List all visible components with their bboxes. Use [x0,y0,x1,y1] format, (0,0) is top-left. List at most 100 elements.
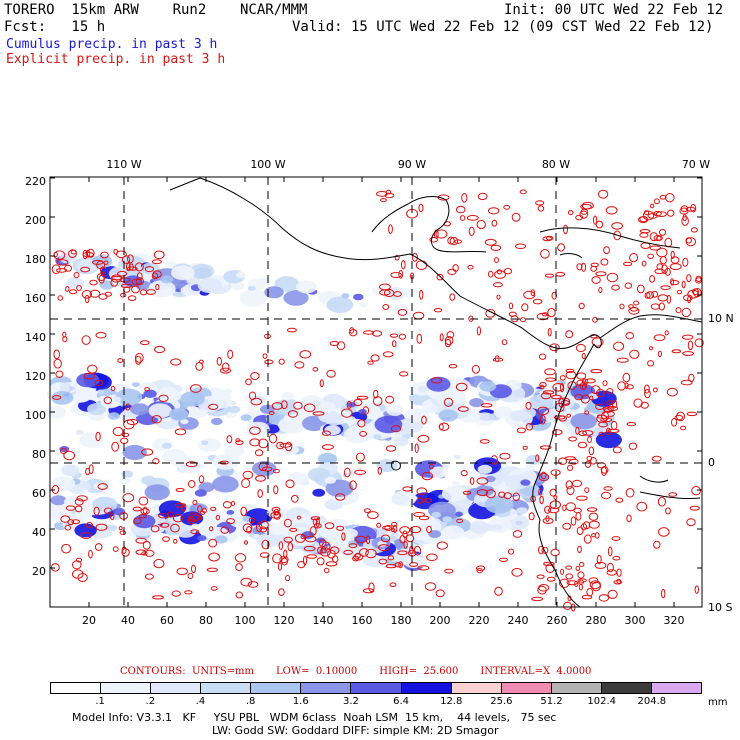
contour-ring [409,562,419,567]
contour-ring [118,526,123,531]
contour-ring [565,565,573,570]
coastlines [169,177,703,608]
x-tick-label: 220 [468,614,490,627]
contour-ring [419,289,424,300]
contour-ring [387,555,395,561]
contour-ring [89,289,101,298]
precip-cell [194,489,207,497]
contour-ring [540,392,552,400]
contour-ring [87,364,98,374]
contour-ring [210,506,217,512]
contour-ring [121,283,133,288]
contour-ring [629,253,639,263]
contour-ring [606,562,614,573]
contour-ring [250,372,260,380]
contour-ring [272,553,283,564]
contour-ring [512,492,520,502]
contour-ring [303,403,316,413]
contour-ring [613,580,623,585]
precip-cell [570,412,597,430]
contour-ring [435,589,445,598]
contour-ring [578,302,585,310]
contour-ring [653,198,660,205]
contour-ring [125,403,131,411]
contour-ring [575,512,582,521]
contour-ring [476,489,488,497]
contour-ring [558,397,571,406]
contour-ring [573,507,582,514]
contour-ring [399,535,406,544]
contour-ring [532,298,543,305]
contour-ring [531,596,544,602]
precip-cell [237,529,250,538]
contour-ring [332,555,339,563]
contour-ring [235,438,241,443]
contour-ring [547,308,556,318]
contour-ring [565,330,574,339]
contour-ring [664,237,673,248]
contour-ring [336,525,345,531]
contour-ring [664,267,671,276]
contour-ring [80,266,90,273]
legend-label: 204.8 [637,696,667,707]
legend-swatch [551,683,602,693]
contour-ring [415,260,428,271]
contour-ring [595,271,607,277]
contour-ring [490,244,502,251]
coastline-yucatan [371,196,487,253]
contour-ring [488,207,500,215]
contour-ring [626,384,634,390]
contour-ring [187,572,194,580]
precip-cell [406,477,416,484]
contour-ring [596,388,605,398]
contour-ring [538,488,543,496]
contour-ring [539,495,544,505]
contour-ring [636,501,648,512]
contour-ring [256,522,263,533]
contour-ring [380,534,391,543]
contour-ring [138,514,147,519]
contour-ring [110,274,123,283]
contour-ring [128,263,134,271]
precip-cell [119,477,131,485]
contour-ring [670,256,680,264]
contour-ring [657,496,667,507]
contour-ring [591,276,601,284]
contour-ring [625,332,635,340]
precip-cell [477,464,493,474]
contour-ring [155,284,160,291]
lat-label-10n: 10 N [708,312,734,325]
contour-ring [588,446,595,456]
contour-ring [477,192,488,201]
precip-cell [226,510,235,515]
contour-ring [135,537,147,544]
contour-ring [626,421,636,427]
contour-ring [153,558,165,569]
contour-ring [53,349,61,360]
coastline-jamaica [559,253,583,259]
contour-ring [278,541,284,550]
contour-ring [110,278,118,287]
precip-cell [201,440,209,446]
precip-cell [411,441,424,449]
precip-cell [180,391,205,407]
contour-ring [616,568,622,577]
contour-ring [209,526,214,532]
contour-ring [158,513,170,519]
contour-ring [151,415,162,424]
contour-ring [293,401,303,410]
contour-ring [318,539,327,548]
contour-ring [612,446,622,454]
contour-ring [356,395,369,400]
contour-ring [499,557,508,562]
contour-ring [590,369,603,374]
contour-ring [413,545,422,556]
contour-ring [184,590,193,595]
contour-units: CONTOURS: UNITS=mm [120,666,254,677]
contour-ring [264,359,274,365]
contour-ring [56,259,69,266]
contour-ring [67,519,75,526]
contour-ring [401,260,406,270]
contour-ring [281,400,288,410]
field-cumulus-label: Cumulus precip. in past 3 h [6,37,218,52]
